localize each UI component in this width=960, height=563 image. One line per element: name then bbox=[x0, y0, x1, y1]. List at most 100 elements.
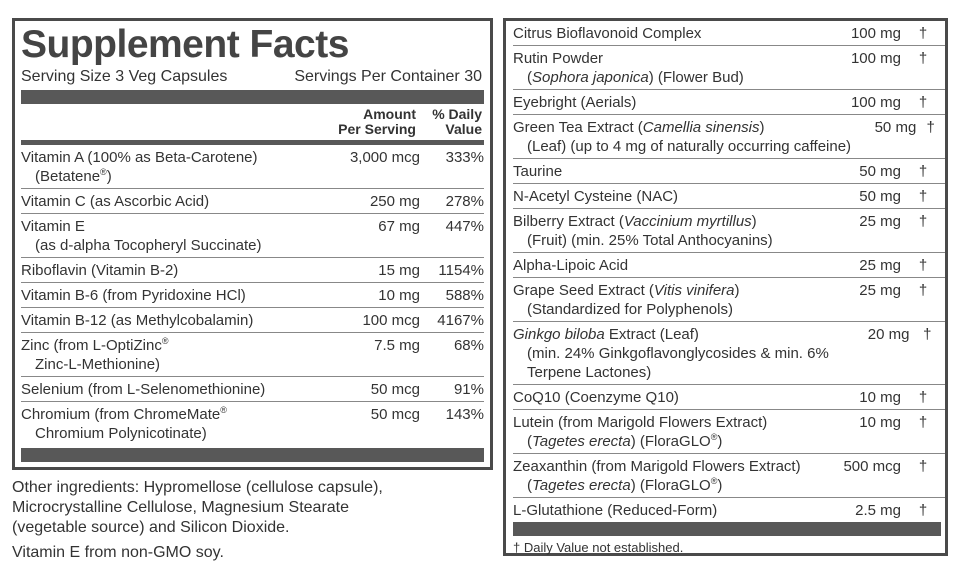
text: L-Glutathione (Reduced-Form) bbox=[513, 502, 718, 519]
name-line: Ginkgo biloba Extract (Leaf) bbox=[513, 325, 829, 344]
text: Eyebright (Aerials) bbox=[513, 94, 637, 111]
row: Lutein (from Marigold Flowers Extract) (T… bbox=[513, 410, 945, 454]
row: Chromium (from ChromeMate® Chromium Polyn… bbox=[21, 402, 484, 445]
text-line: (vegetable source) and Silicon Dioxide. bbox=[12, 519, 290, 536]
daily-value: † bbox=[918, 414, 928, 431]
amount: 100 mg bbox=[850, 50, 901, 67]
name-line: Eyebright (Aerials) bbox=[513, 93, 801, 112]
name-line: (Leaf) (up to 4 mg of naturally occurrin… bbox=[513, 137, 851, 156]
italic-text: Tagetes erecta bbox=[532, 433, 631, 450]
name: Vitamin A (100% as Beta-Carotene) (Betate… bbox=[21, 148, 320, 186]
row: Green Tea Extract (Camellia sinensis) (Le… bbox=[513, 115, 945, 159]
amount: 50 mg bbox=[859, 188, 901, 205]
italic-text: Ginkgo biloba bbox=[513, 326, 605, 343]
amount: 20 mg bbox=[867, 326, 910, 343]
nutrient-list: Vitamin A (100% as Beta-Carotene) (Betate… bbox=[21, 145, 484, 445]
name: Vitamin C (as Ascorbic Acid) bbox=[21, 192, 320, 211]
name-line: (min. 24% Ginkgoflavonglycosides & min. … bbox=[513, 344, 829, 363]
text: ) (FloraGLO bbox=[630, 477, 711, 494]
row: Eyebright (Aerials) 100 mg † bbox=[513, 90, 945, 115]
amount: 50 mg bbox=[859, 163, 901, 180]
text: (Fruit) (min. 25% Total Anthocyanins) bbox=[527, 232, 773, 249]
daily-value: 143% bbox=[445, 406, 484, 423]
text: Chromium Polynicotinate) bbox=[35, 425, 207, 442]
daily-value: 4167% bbox=[437, 312, 484, 329]
name-line: (Betatene®) bbox=[21, 167, 320, 186]
header-line: % Daily bbox=[432, 106, 482, 122]
footnote: † Daily Value not established. bbox=[513, 540, 684, 555]
row: Vitamin B-12 (as Methylcobalamin) 100 mcg… bbox=[21, 308, 484, 333]
row: Zeaxanthin (from Marigold Flowers Extrac… bbox=[513, 454, 945, 498]
daily-value: † bbox=[918, 389, 928, 406]
name-line: (Standardized for Polyphenols) bbox=[513, 300, 801, 319]
name: N-Acetyl Cysteine (NAC) bbox=[513, 187, 801, 206]
name-line: Bilberry Extract (Vaccinium myrtillus) bbox=[513, 212, 801, 231]
name-line: Citrus Bioflavonoid Complex bbox=[513, 24, 801, 43]
daily-value: † bbox=[918, 163, 928, 180]
name-line: Zinc-L-Methionine) bbox=[21, 355, 320, 374]
text: Zinc (from L-OptiZinc bbox=[21, 337, 162, 354]
text: ) bbox=[734, 282, 740, 299]
text: (as d-alpha Tocopheryl Succinate) bbox=[35, 237, 262, 254]
row: L-Glutathione (Reduced-Form) 2.5 mg † bbox=[513, 498, 945, 522]
name-line: (as d-alpha Tocopheryl Succinate) bbox=[21, 236, 320, 255]
daily-value: † bbox=[926, 119, 935, 136]
amount: 50 mcg bbox=[370, 406, 420, 423]
name: CoQ10 (Coenzyme Q10) bbox=[513, 388, 801, 407]
text: N-Acetyl Cysteine (NAC) bbox=[513, 188, 679, 205]
name: Eyebright (Aerials) bbox=[513, 93, 801, 112]
daily-value: † bbox=[918, 502, 928, 519]
name-line: Taurine bbox=[513, 162, 801, 181]
text: Rutin Powder bbox=[513, 50, 604, 67]
amount: 3,000 mcg bbox=[349, 149, 420, 166]
amount: 15 mg bbox=[378, 262, 420, 279]
daily-value: 588% bbox=[445, 287, 484, 304]
name: L-Glutathione (Reduced-Form) bbox=[513, 501, 801, 520]
divider-bar bbox=[21, 448, 484, 462]
row: Selenium (from L-Selenomethionine) 50 mcg… bbox=[21, 377, 484, 402]
row: Vitamin B-6 (from Pyridoxine HCl) 10 mg 58… bbox=[21, 283, 484, 308]
name: Selenium (from L-Selenomethionine) bbox=[21, 380, 320, 399]
text: Grape Seed Extract ( bbox=[513, 282, 654, 299]
name-line: Chromium Polynicotinate) bbox=[21, 424, 320, 443]
amount: 50 mcg bbox=[370, 381, 420, 398]
name: Green Tea Extract (Camellia sinensis) (Le… bbox=[513, 118, 851, 156]
text: ( bbox=[527, 433, 532, 450]
amount: 7.5 mg bbox=[374, 337, 420, 354]
italic-text: Sophora japonica bbox=[532, 69, 649, 86]
name-line: Vitamin B-6 (from Pyridoxine HCl) bbox=[21, 286, 320, 305]
daily-value: † bbox=[918, 50, 928, 67]
row: Taurine 50 mg † bbox=[513, 159, 945, 184]
servings-per-container: Servings Per Container 30 bbox=[294, 68, 482, 85]
amount: 67 mg bbox=[378, 218, 420, 235]
row: Alpha-Lipoic Acid 25 mg † bbox=[513, 253, 945, 278]
name-line: (Tagetes erecta) (FloraGLO®) bbox=[513, 432, 801, 451]
text: Bilberry Extract ( bbox=[513, 213, 624, 230]
name: Vitamin B-12 (as Methylcobalamin) bbox=[21, 311, 320, 330]
daily-value: † bbox=[918, 25, 928, 42]
daily-value: 447% bbox=[445, 218, 484, 235]
name-line: Zinc (from L-OptiZinc® bbox=[21, 336, 320, 355]
text: Chromium (from ChromeMate bbox=[21, 406, 221, 423]
italic-text: Vitis vinifera bbox=[653, 282, 735, 299]
text: ) (Flower Bud) bbox=[648, 69, 744, 86]
daily-value: † bbox=[918, 94, 928, 111]
name-line: Chromium (from ChromeMate® bbox=[21, 405, 320, 424]
row: Rutin Powder (Sophora japonica) (Flower B… bbox=[513, 46, 945, 90]
name-line: L-Glutathione (Reduced-Form) bbox=[513, 501, 801, 520]
daily-value: † bbox=[918, 257, 928, 274]
text: Taurine bbox=[513, 163, 563, 180]
text: ) bbox=[759, 119, 765, 136]
amount: 500 mcg bbox=[843, 458, 901, 475]
name: Alpha-Lipoic Acid bbox=[513, 256, 801, 275]
text: (Betatene bbox=[35, 168, 101, 185]
text: ) (FloraGLO bbox=[630, 433, 711, 450]
supplement-facts-panel: Supplement Facts Serving Size 3 Veg Caps… bbox=[12, 18, 493, 470]
name-line: Rutin Powder bbox=[513, 49, 801, 68]
text: ) bbox=[717, 477, 723, 494]
italic-text: Vaccinium myrtillus bbox=[623, 213, 752, 230]
text: Vitamin B-12 (as Methylcobalamin) bbox=[21, 312, 254, 329]
superscript: ® bbox=[100, 167, 107, 177]
daily-value: † bbox=[918, 188, 928, 205]
